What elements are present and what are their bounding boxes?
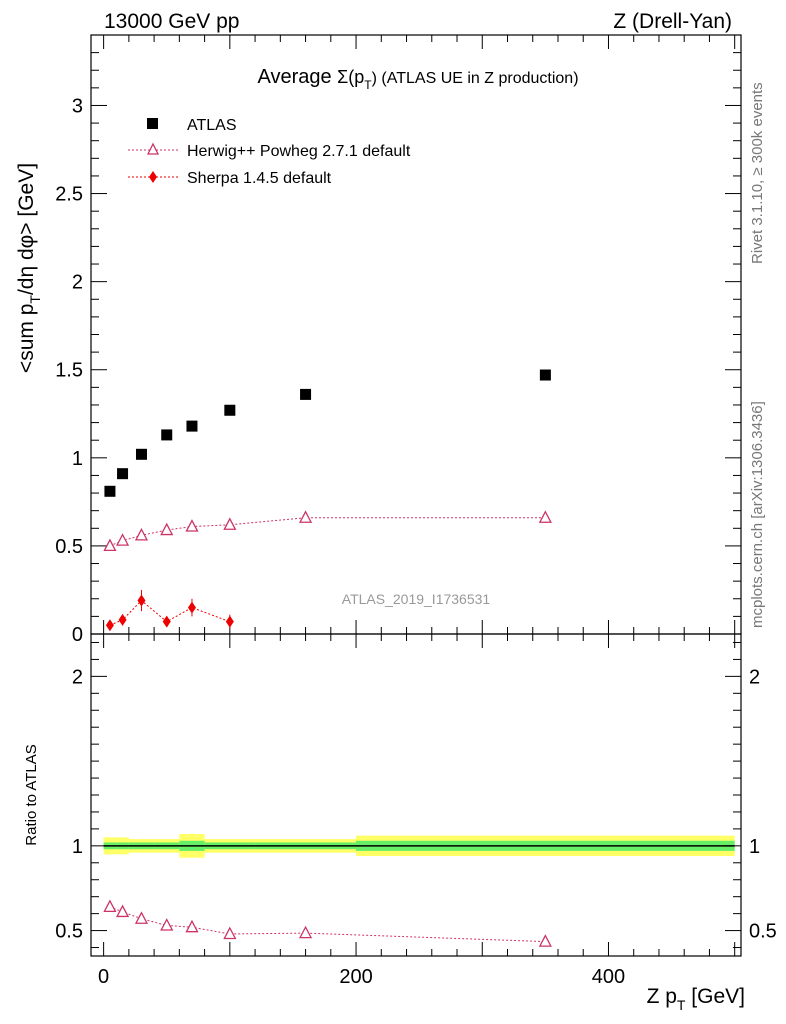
- ratio-ytick-label-right: 0.5: [749, 921, 777, 943]
- ylabel-main: <sum p: [15, 304, 38, 373]
- ratio-ylabel: Ratio to ATLAS: [23, 744, 40, 845]
- ratio-herwig-point: [115, 904, 130, 918]
- ratio-herwig-point: [160, 918, 174, 931]
- sherpa-line: [109, 599, 231, 626]
- xlabel-rest: [GeV]: [685, 985, 745, 1008]
- herwig-point: [185, 519, 199, 532]
- rivet-label: Rivet 3.1.10, ≥ 300k events: [749, 82, 766, 264]
- ylabel-rest: /dη dφ> [GeV]: [15, 163, 38, 295]
- main-ytick-label: 1.5: [55, 360, 83, 382]
- atlas-point: [135, 448, 147, 460]
- ratio-plot-area: 0 200 400 0.5 0.5 1 1 2 2: [55, 633, 777, 988]
- atlas-point: [186, 420, 198, 432]
- herwig-point: [298, 510, 313, 523]
- watermark: ATLAS_2019_I1736531: [342, 591, 491, 607]
- title-prefix: Average: [257, 66, 337, 88]
- legend-herwig-label: Herwig++ Powheg 2.7.1 default: [187, 143, 411, 160]
- ratio-xtick-label: 200: [339, 966, 372, 988]
- atlas-point: [104, 485, 116, 497]
- ratio-ytick-label: 2: [72, 666, 83, 688]
- ratio-ytick-label-right: 2: [749, 666, 760, 688]
- main-title: Average Σ(pT) (ATLAS UE in Z production): [257, 66, 578, 92]
- herwig-point: [223, 517, 237, 530]
- main-ylabel: <sum pT/dη dφ> [GeV]: [15, 163, 43, 373]
- main-ytick-label: 1: [72, 448, 83, 470]
- sherpa-point: [105, 619, 114, 632]
- title-symbol: Σ(p: [337, 67, 364, 87]
- ratio-ytick-label-right: 1: [749, 836, 760, 858]
- sherpa-point: [137, 594, 146, 607]
- main-ytick-label: 0: [72, 624, 83, 646]
- main-plot-area: 0 0.5 1 1.5 2 2.5 3: [55, 34, 742, 646]
- title-sub: T: [364, 78, 372, 92]
- xlabel-main: Z p: [647, 985, 677, 1008]
- main-ytick-label: 2.5: [55, 184, 83, 206]
- atlas-point: [300, 388, 312, 400]
- ratio-herwig-point: [134, 911, 149, 924]
- ratio-herwig-point: [538, 934, 552, 947]
- xlabel: Z pT [GeV]: [647, 985, 745, 1013]
- energy-label: 13000 GeV pp: [104, 10, 239, 33]
- legend-herwig-marker: [146, 142, 160, 155]
- mcplots-label: mcplots.cern.ch [arXiv:1306.3436]: [749, 401, 766, 628]
- herwig-point: [134, 527, 149, 541]
- main-ytick-label: 2: [72, 272, 83, 294]
- sherpa-point: [225, 615, 234, 628]
- atlas-point: [161, 429, 173, 441]
- herwig-point: [538, 510, 552, 523]
- ratio-herwig-point: [298, 925, 313, 939]
- ratio-xtick-label: 0: [98, 966, 109, 988]
- ratio-ytick-label: 0.5: [55, 921, 83, 943]
- ratio-herwig-point: [185, 919, 199, 933]
- legend-atlas-label: ATLAS: [187, 117, 237, 134]
- ylabel-sub: T: [27, 295, 43, 304]
- legend-atlas-marker: [147, 118, 158, 129]
- process-label: Z (Drell-Yan): [613, 10, 732, 33]
- title-suffix: ) (ATLAS UE in Z production): [372, 70, 579, 87]
- sherpa-point: [118, 613, 127, 626]
- ratio-xtick-label: 400: [592, 966, 625, 988]
- herwig-point: [160, 522, 174, 536]
- ratio-herwig-point: [223, 926, 237, 940]
- atlas-point: [117, 468, 129, 480]
- ratio-herwig-line: [109, 906, 546, 943]
- herwig-point: [103, 538, 117, 552]
- legend-sherpa-marker: [149, 171, 157, 183]
- legend-sherpa-label: Sherpa 1.4.5 default: [187, 170, 332, 187]
- ratio-frame: [90, 633, 742, 957]
- atlas-point: [539, 369, 551, 381]
- main-ytick-label: 0.5: [55, 536, 83, 558]
- xlabel-sub: T: [677, 997, 686, 1013]
- legend: ATLAS Herwig++ Powheg 2.7.1 default Sher…: [128, 117, 411, 187]
- atlas-point: [224, 404, 236, 416]
- herwig-line: [109, 517, 546, 547]
- ratio-ytick-label: 1: [72, 836, 83, 858]
- herwig-point: [115, 533, 130, 546]
- ratio-herwig-point: [103, 899, 117, 913]
- sherpa-point: [162, 615, 171, 628]
- sherpa-point: [187, 601, 196, 614]
- main-ytick-label: 3: [72, 95, 83, 117]
